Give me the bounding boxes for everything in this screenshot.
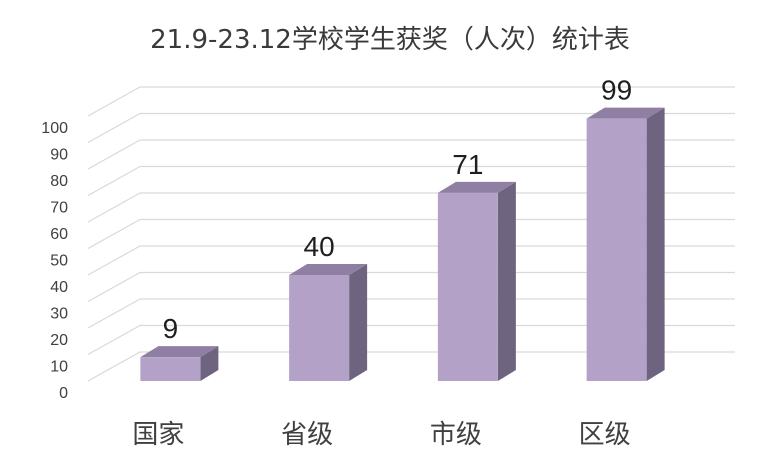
- gridline: [87, 218, 735, 250]
- gridlines: [87, 86, 735, 382]
- x-tick-label: 省级: [281, 420, 333, 450]
- bar-side-face: [497, 181, 516, 381]
- data-label: 71: [452, 149, 483, 180]
- x-axis-ticks: 国家 省级 市级 区级: [132, 420, 630, 450]
- bar-3: [437, 181, 516, 381]
- gridline: [87, 139, 735, 170]
- y-tick-label: 60: [50, 226, 68, 243]
- bar-front-face: [289, 275, 350, 381]
- gridline: [87, 351, 735, 382]
- gridline: [87, 192, 735, 223]
- y-tick-label: 70: [50, 200, 68, 217]
- gridline: [87, 298, 735, 329]
- y-tick-label: 0: [59, 385, 68, 402]
- gridline: [87, 245, 735, 276]
- data-label: 9: [163, 313, 179, 344]
- bar-2: [289, 264, 368, 381]
- gridline: [87, 324, 735, 356]
- gridline: [87, 86, 735, 117]
- y-axis-ticks: 0 10 20 30 40 50 60 70 80 90 100: [41, 120, 68, 402]
- data-label: 99: [601, 75, 632, 106]
- gridline: [87, 271, 735, 303]
- y-tick-label: 10: [50, 359, 68, 376]
- y-tick-label: 30: [50, 306, 68, 323]
- x-tick-label: 国家: [132, 420, 184, 450]
- y-tick-label: 50: [50, 253, 68, 270]
- y-tick-label: 90: [50, 147, 68, 164]
- bar-top-face: [437, 181, 516, 193]
- y-tick-label: 100: [41, 120, 68, 137]
- bar-top-face: [140, 346, 219, 358]
- bar-side-face: [200, 346, 219, 381]
- bars: [140, 107, 665, 382]
- data-label: 40: [304, 231, 335, 262]
- bar-front-face: [586, 118, 647, 382]
- bar-side-face: [349, 264, 368, 381]
- gridline: [87, 112, 735, 144]
- bar-top-face: [586, 107, 665, 119]
- x-tick-label: 区级: [579, 420, 631, 450]
- y-tick-label: 20: [50, 332, 68, 349]
- bar-side-face: [646, 107, 665, 382]
- bar-1: [140, 346, 219, 381]
- data-labels: 9 40 71 99: [163, 75, 633, 344]
- bar-top-face: [289, 264, 368, 275]
- y-tick-label: 80: [50, 173, 68, 190]
- gridline: [87, 165, 735, 197]
- bar-4: [586, 107, 665, 382]
- bar-front-face: [140, 357, 201, 381]
- chart-title: 21.9-23.12学校学生获奖（人次）统计表: [150, 25, 630, 55]
- bar-front-face: [437, 192, 498, 381]
- x-tick-label: 市级: [430, 420, 482, 450]
- y-tick-label: 40: [50, 279, 68, 296]
